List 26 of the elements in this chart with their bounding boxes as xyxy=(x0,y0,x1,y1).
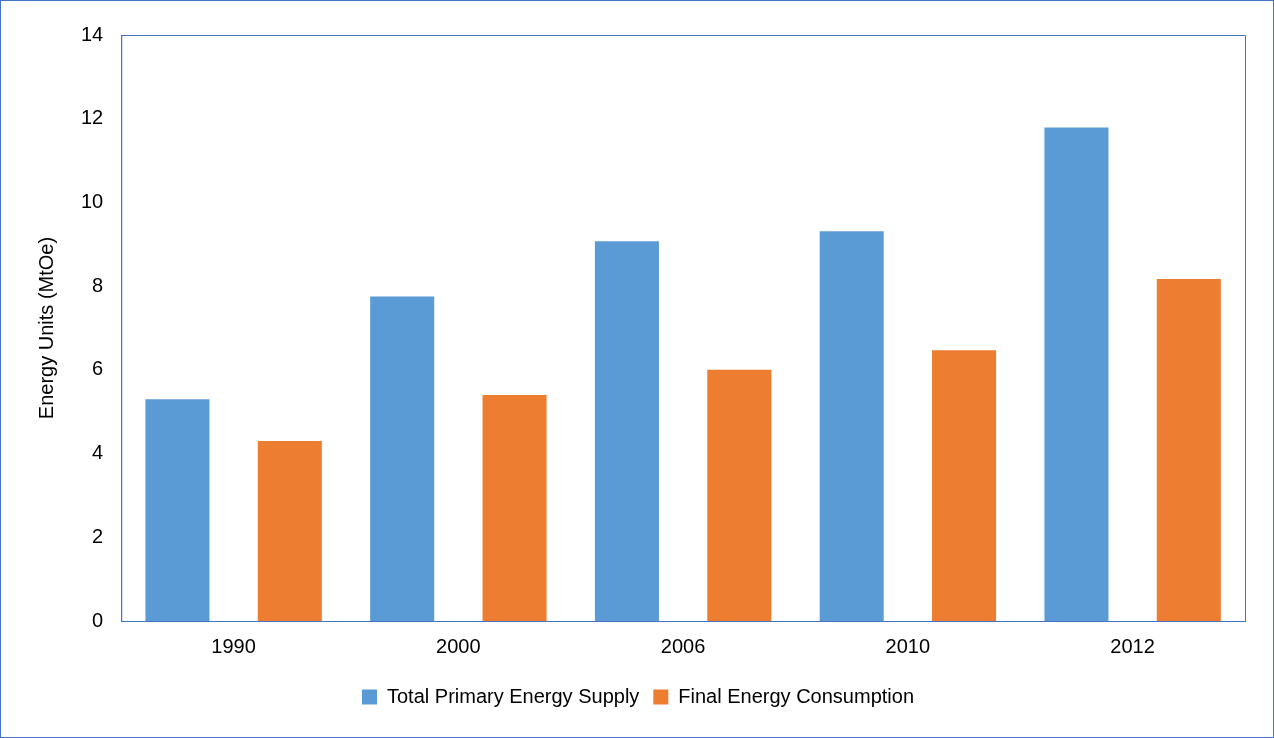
bar xyxy=(482,394,547,621)
legend-label: Final Energy Consumption xyxy=(678,684,915,707)
bar xyxy=(1156,279,1221,621)
y-tick-label: 8 xyxy=(92,273,104,296)
x-tick-label: 1990 xyxy=(211,634,256,657)
y-tick-label: 2 xyxy=(92,524,104,547)
y-tick-label: 6 xyxy=(92,357,104,380)
bar xyxy=(707,369,772,621)
x-tick-label: 2010 xyxy=(885,634,931,657)
y-tick-label: 0 xyxy=(92,608,104,631)
bar xyxy=(1044,127,1109,621)
bar xyxy=(594,241,659,621)
x-tick-label: 2012 xyxy=(1110,634,1155,657)
bar xyxy=(145,399,210,621)
x-tick-label: 2006 xyxy=(660,634,706,657)
y-axis-title: Energy Units (MtOe) xyxy=(34,236,57,420)
bar xyxy=(257,441,322,621)
y-tick-label: 10 xyxy=(81,189,104,212)
y-tick-label: 4 xyxy=(92,441,104,464)
y-tick-label: 12 xyxy=(81,106,104,129)
bar xyxy=(370,296,435,621)
bar xyxy=(819,231,884,621)
bar xyxy=(932,350,997,621)
y-tick-label: 14 xyxy=(81,22,104,45)
x-tick-label: 2000 xyxy=(436,634,481,657)
legend-label: Total Primary Energy Supply xyxy=(387,684,640,707)
